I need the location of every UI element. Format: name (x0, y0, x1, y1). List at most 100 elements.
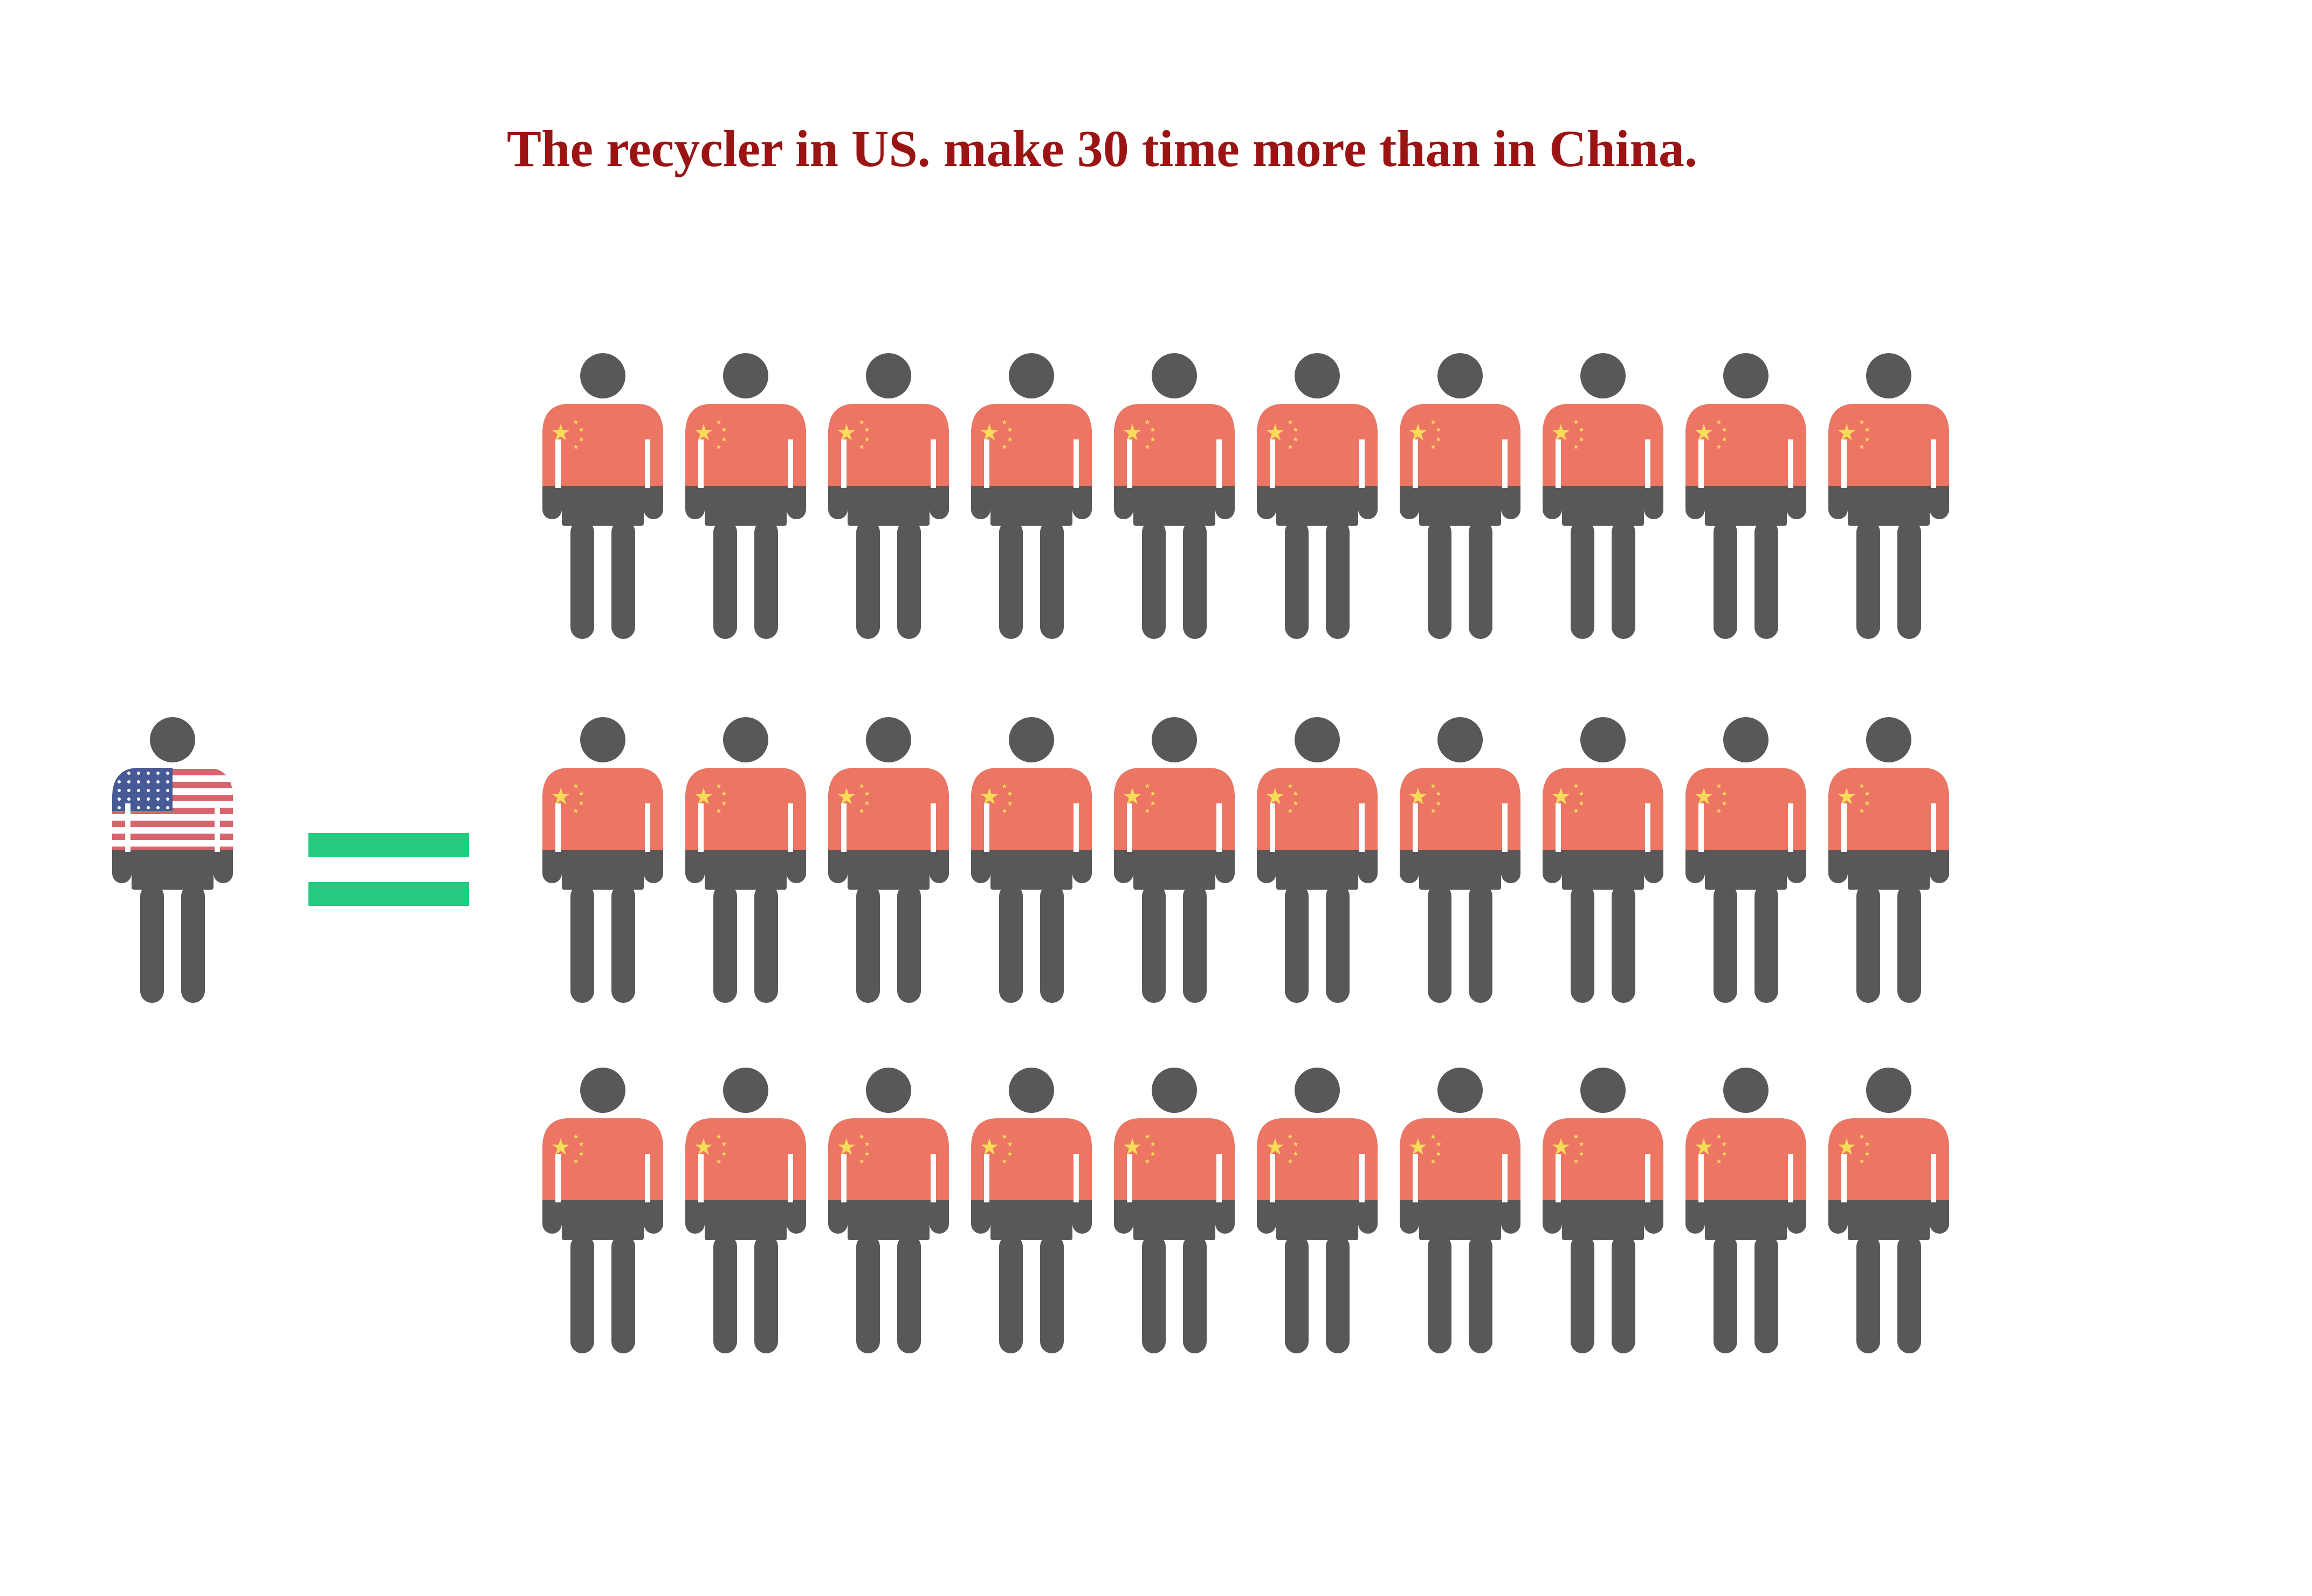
person-silhouette-icon (1257, 1068, 1378, 1353)
arm-gap-left (1413, 803, 1418, 852)
arm-gap-right (1502, 803, 1508, 852)
china-recycler-figure (828, 717, 949, 1003)
china-recycler-figure (1685, 353, 1806, 639)
china-recycler-figure (1400, 1068, 1520, 1353)
china-flag-shirt-icon (685, 404, 806, 486)
china-recycler-figure (1257, 353, 1378, 639)
china-recycler-figure (828, 1068, 949, 1353)
china-flag-shirt-icon (1114, 768, 1235, 850)
arm-gap-right (1216, 803, 1222, 852)
china-flag-shirt-icon (1257, 768, 1378, 850)
person-silhouette-icon (828, 353, 949, 639)
arm-gap-right (1502, 439, 1508, 488)
person-silhouette-icon (685, 353, 806, 639)
arm-gap-left (1413, 1154, 1418, 1202)
person-silhouette-icon (1685, 717, 1806, 1003)
arm-gap-right (1216, 1154, 1222, 1202)
arm-gap-right (1074, 1154, 1079, 1202)
china-flag-shirt-icon (1685, 768, 1806, 850)
arm-gap-left (1127, 1154, 1132, 1202)
arm-gap-right (1931, 439, 1936, 488)
arm-gap-left (1698, 1154, 1704, 1202)
arm-gap-right (788, 1154, 793, 1202)
person-silhouette-icon (971, 1068, 1092, 1353)
china-flag-shirt-icon (1828, 404, 1949, 486)
china-recycler-figure (1400, 353, 1520, 639)
arm-gap-right (645, 439, 650, 488)
china-flag-shirt-icon (1400, 404, 1520, 486)
arm-gap-right (1788, 803, 1793, 852)
china-flag-shirt-icon (1114, 1118, 1235, 1200)
arm-gap-right (1359, 803, 1365, 852)
arm-gap-right (931, 439, 936, 488)
arm-gap-left (984, 803, 989, 852)
arm-gap-left (1556, 803, 1561, 852)
china-flag-shirt-icon (828, 768, 949, 850)
arm-gap-left (841, 1154, 847, 1202)
arm-gap-left (1556, 439, 1561, 488)
china-recycler-figure (828, 353, 949, 639)
person-silhouette-icon (1257, 353, 1378, 639)
person-silhouette-icon (1114, 717, 1235, 1003)
arm-gap-right (788, 803, 793, 852)
person-silhouette-icon (1828, 353, 1949, 639)
arm-gap-left (1698, 803, 1704, 852)
person-silhouette-icon (1400, 1068, 1520, 1353)
arm-gap-right (1645, 803, 1650, 852)
china-flag-shirt-icon (542, 768, 663, 850)
person-silhouette-icon (1685, 353, 1806, 639)
arm-gap-right (788, 439, 793, 488)
arm-gap-right (1788, 1154, 1793, 1202)
equals-sign-icon (308, 833, 469, 906)
arm-gap-left (698, 439, 704, 488)
arm-gap-left (698, 1154, 704, 1202)
arm-gap-left (1270, 803, 1275, 852)
china-flag-shirt-icon (1685, 404, 1806, 486)
arm-gap-left (1270, 1154, 1275, 1202)
person-silhouette-icon (971, 353, 1092, 639)
us-flag-shirt-icon (112, 768, 233, 850)
china-flag-shirt-icon (1114, 404, 1235, 486)
arm-gap-left (1413, 439, 1418, 488)
arm-gap-left (1270, 439, 1275, 488)
china-recycler-figure (1543, 353, 1663, 639)
china-recycler-figure (1543, 1068, 1663, 1353)
arm-gap-left (984, 439, 989, 488)
person-silhouette-icon (1400, 717, 1520, 1003)
china-flag-shirt-icon (542, 1118, 663, 1200)
arm-gap-left (555, 803, 561, 852)
person-silhouette-icon (1543, 353, 1663, 639)
china-recycler-figure (685, 353, 806, 639)
arm-gap-left (1127, 803, 1132, 852)
page-title: The recycler in US. make 30 time more th… (507, 120, 1697, 177)
china-flag-shirt-icon (542, 404, 663, 486)
person-silhouette-icon (1114, 353, 1235, 639)
person-silhouette-icon (1114, 1068, 1235, 1353)
arm-gap-right (215, 803, 220, 852)
china-flag-shirt-icon (1828, 768, 1949, 850)
china-flag-shirt-icon (828, 404, 949, 486)
china-recycler-figure (1685, 1068, 1806, 1353)
arm-gap-right (1645, 1154, 1650, 1202)
person-silhouette-icon (1257, 717, 1378, 1003)
china-flag-shirt-icon (828, 1118, 949, 1200)
china-flag-shirt-icon (1685, 1118, 1806, 1200)
person-silhouette-icon (1828, 717, 1949, 1003)
arm-gap-right (1359, 1154, 1365, 1202)
arm-gap-right (645, 803, 650, 852)
china-recycler-figure (685, 717, 806, 1003)
arm-gap-left (1841, 439, 1847, 488)
china-recycler-figure (542, 717, 663, 1003)
china-recycler-figure (1114, 717, 1235, 1003)
arm-gap-right (1502, 1154, 1508, 1202)
china-flag-shirt-icon (1400, 1118, 1520, 1200)
china-flag-shirt-icon (971, 768, 1092, 850)
china-flag-shirt-icon (1543, 404, 1663, 486)
arm-gap-right (931, 1154, 936, 1202)
arm-gap-right (1216, 439, 1222, 488)
person-silhouette-icon (685, 717, 806, 1003)
china-flag-shirt-icon (685, 1118, 806, 1200)
china-recycler-figure (971, 717, 1092, 1003)
china-recyclers-grid (542, 353, 1949, 1353)
china-recycler-figure (1114, 353, 1235, 639)
